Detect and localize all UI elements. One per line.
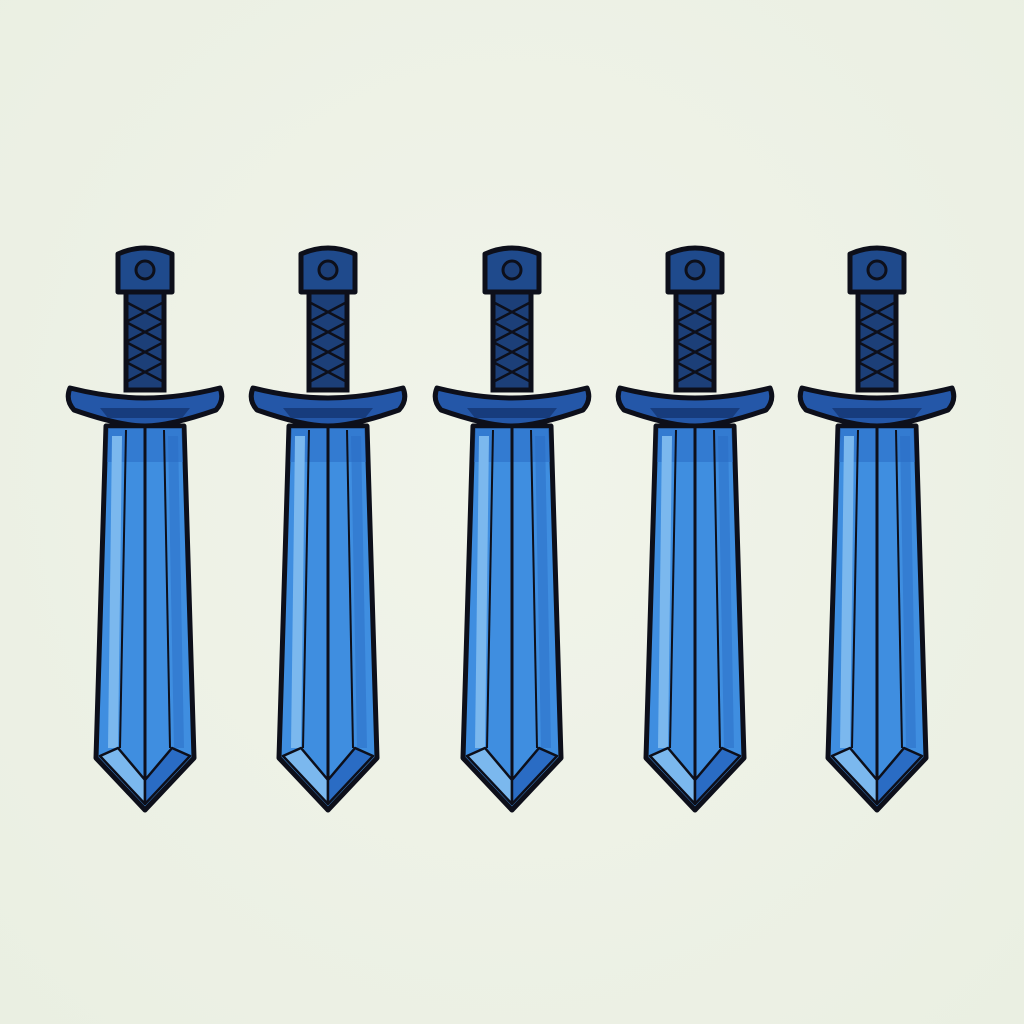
sword-icon bbox=[243, 240, 413, 820]
sword-icon bbox=[610, 240, 780, 820]
sword-icon bbox=[792, 240, 962, 820]
sword-icon bbox=[427, 240, 597, 820]
sword-icon bbox=[60, 240, 230, 820]
